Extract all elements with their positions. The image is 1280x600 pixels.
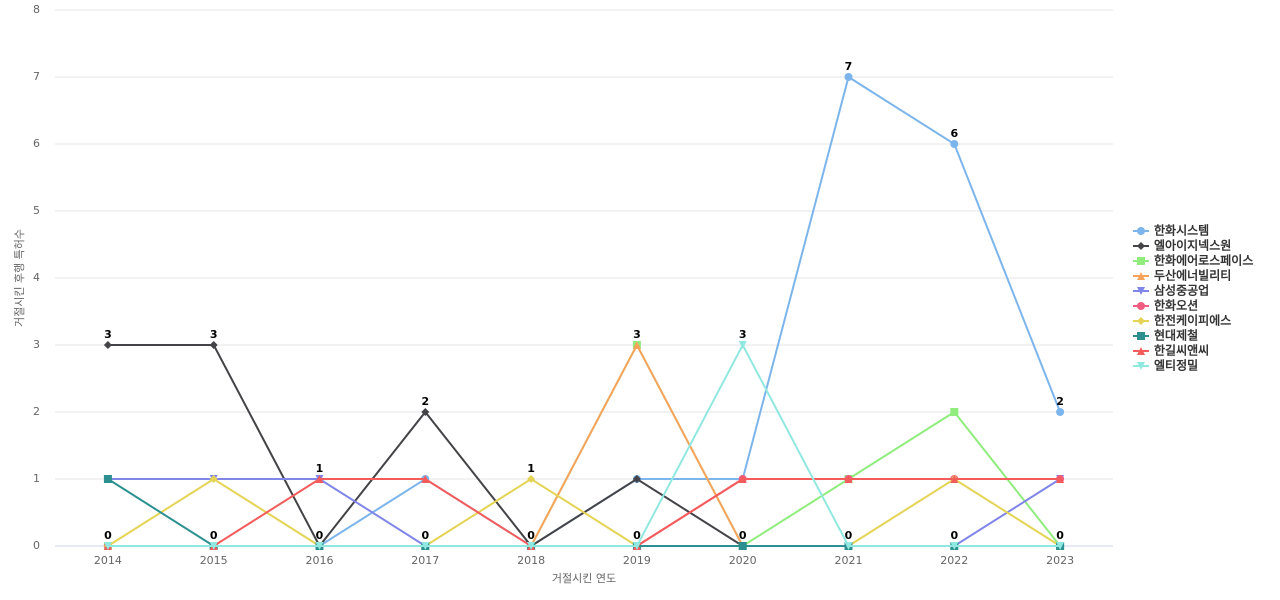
data-label: 3	[104, 328, 112, 341]
x-tick-label: 2020	[729, 554, 757, 567]
point	[844, 542, 853, 550]
x-tick-label: 2019	[623, 554, 651, 567]
data-label: 0	[104, 529, 112, 542]
point	[950, 475, 959, 483]
point	[103, 475, 112, 483]
point	[950, 140, 959, 148]
point	[209, 542, 218, 550]
point	[1137, 332, 1145, 340]
data-label: 6	[950, 127, 958, 140]
series	[103, 475, 1065, 550]
point	[1137, 272, 1145, 280]
x-axis-title: 거절시킨 연도	[552, 572, 616, 585]
legend-label: 엘아이지넥스원	[1154, 238, 1231, 253]
y-tick-label: 0	[33, 539, 40, 552]
data-label: 0	[421, 529, 429, 542]
point	[315, 475, 324, 483]
point	[527, 542, 536, 550]
y-axis-title: 거절시킨 후행 특허수	[13, 229, 26, 327]
y-tick-label: 6	[33, 137, 40, 150]
point	[209, 475, 218, 483]
y-tick-label: 4	[33, 271, 40, 284]
x-tick-label: 2016	[306, 554, 334, 567]
data-label: 3	[210, 328, 218, 341]
data-label: 0	[316, 529, 324, 542]
point	[315, 542, 324, 550]
y-tick-label: 8	[33, 3, 40, 16]
point	[1137, 257, 1145, 265]
data-label: 0	[950, 529, 958, 542]
legend-label: 한화시스템	[1154, 223, 1209, 238]
x-tick-label: 2014	[94, 554, 122, 567]
legend-label: 한화오션	[1154, 298, 1198, 313]
data-label: 0	[845, 529, 853, 542]
point	[421, 542, 430, 550]
data-label: 3	[633, 328, 641, 341]
point	[950, 542, 959, 550]
x-tick-label: 2022	[940, 554, 968, 567]
x-tick-label: 2023	[1046, 554, 1074, 567]
data-label: 0	[1056, 529, 1064, 542]
y-tick-label: 1	[33, 472, 40, 485]
point	[1137, 347, 1145, 355]
y-tick-label: 7	[33, 70, 40, 83]
x-tick-label: 2021	[835, 554, 863, 567]
point	[1056, 542, 1065, 550]
legend-label: 현대제철	[1154, 328, 1198, 343]
data-label: 7	[845, 60, 853, 73]
point	[738, 341, 747, 349]
point	[632, 341, 641, 349]
point	[1137, 317, 1145, 325]
point	[1056, 475, 1065, 483]
point	[1137, 287, 1145, 295]
series-line	[107, 342, 1061, 547]
point	[1137, 362, 1145, 370]
legend-label: 한전케이피에스	[1154, 313, 1231, 328]
legend-label: 두산에너빌리티	[1154, 268, 1231, 283]
point	[950, 408, 959, 416]
point	[632, 475, 641, 483]
data-label: 1	[316, 462, 324, 475]
point	[738, 542, 747, 550]
series	[103, 341, 1065, 550]
point	[421, 408, 430, 416]
data-label: 2	[421, 395, 429, 408]
data-label: 2	[1056, 395, 1064, 408]
legend-label: 삼성중공업	[1154, 283, 1209, 298]
data-label: 0	[739, 529, 747, 542]
series-line	[107, 75, 1062, 548]
x-tick-label: 2017	[411, 554, 439, 567]
x-tick-label: 2018	[517, 554, 545, 567]
series	[103, 341, 1065, 550]
point	[1137, 227, 1145, 235]
legend-label: 한화에어로스페이스	[1154, 253, 1253, 268]
point	[527, 475, 536, 483]
data-label: 1	[527, 462, 535, 475]
legend-label: 한길씨앤씨	[1154, 343, 1209, 358]
point	[632, 542, 641, 550]
data-label: 0	[633, 529, 641, 542]
point	[103, 542, 112, 550]
point	[844, 475, 853, 483]
point	[738, 475, 747, 483]
point	[1137, 302, 1145, 310]
series-line	[107, 342, 1061, 547]
point	[1137, 242, 1145, 250]
point	[209, 341, 218, 349]
point	[103, 341, 112, 349]
point	[421, 475, 430, 483]
point	[844, 73, 853, 81]
y-tick-label: 5	[33, 204, 40, 217]
x-tick-label: 2015	[200, 554, 228, 567]
point	[1056, 408, 1065, 416]
data-label: 0	[210, 529, 218, 542]
series-line	[107, 477, 1061, 547]
y-tick-label: 3	[33, 338, 40, 351]
data-label: 3	[739, 328, 747, 341]
y-tick-label: 2	[33, 405, 40, 418]
legend-label: 엘티정밀	[1154, 358, 1198, 373]
data-label: 0	[527, 529, 535, 542]
